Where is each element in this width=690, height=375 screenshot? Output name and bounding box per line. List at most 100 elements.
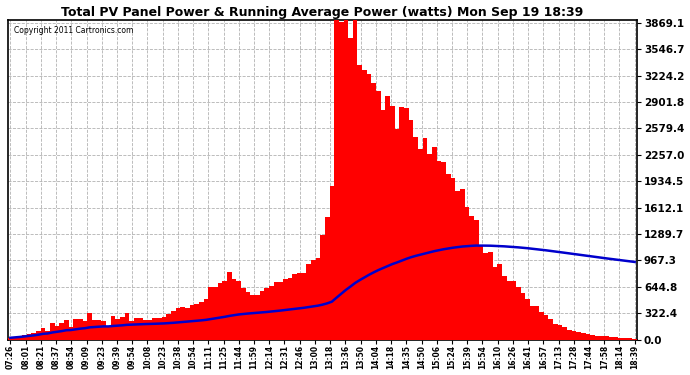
Bar [395,129,400,339]
Bar [246,292,250,339]
Bar [483,252,488,339]
Bar [404,108,408,339]
Bar [106,327,110,339]
Bar [446,174,451,339]
Bar [381,110,386,339]
Bar [474,220,479,339]
Bar [502,276,506,339]
Bar [591,335,595,339]
Bar [274,282,278,339]
Bar [46,331,50,339]
Bar [586,334,591,339]
Bar [190,305,195,339]
Bar [400,107,404,339]
Bar [293,274,297,339]
Bar [27,333,31,339]
Bar [553,324,558,339]
Bar [255,294,259,339]
Bar [339,22,344,339]
Bar [562,327,567,339]
Bar [41,328,46,339]
Bar [549,319,553,339]
Bar [469,216,474,339]
Bar [110,316,115,339]
Bar [50,323,55,339]
Bar [166,314,171,339]
Bar [442,162,446,339]
Bar [259,291,264,339]
Bar [92,321,97,339]
Bar [376,91,381,339]
Bar [139,318,144,339]
Bar [511,280,516,339]
Bar [497,264,502,339]
Bar [479,245,483,339]
Bar [311,260,315,339]
Bar [213,287,218,339]
Bar [535,306,539,339]
Bar [204,299,208,339]
Bar [488,252,493,339]
Bar [613,338,618,339]
Bar [115,319,120,339]
Bar [36,331,41,339]
Bar [306,264,311,339]
Bar [558,325,562,339]
Bar [288,278,293,339]
Bar [218,282,222,339]
Bar [162,317,166,339]
Bar [493,267,497,339]
Bar [390,106,395,339]
Bar [334,18,339,339]
Bar [609,337,613,339]
Bar [572,331,576,339]
Bar [628,338,632,339]
Bar [623,338,628,339]
Bar [618,338,623,339]
Bar [413,137,418,339]
Bar [8,338,12,339]
Bar [97,320,101,339]
Bar [31,333,36,339]
Bar [302,273,306,339]
Bar [208,287,213,339]
Bar [101,321,106,339]
Bar [325,216,330,339]
Bar [362,70,367,339]
Bar [460,189,464,339]
Bar [59,323,64,339]
Bar [367,74,371,339]
Bar [506,281,511,339]
Bar [544,315,549,339]
Bar [83,321,87,339]
Bar [176,308,181,339]
Bar [604,336,609,339]
Text: Copyright 2011 Cartronics.com: Copyright 2011 Cartronics.com [14,26,134,35]
Bar [22,335,27,339]
Bar [68,327,73,339]
Bar [418,149,423,339]
Bar [157,318,162,339]
Bar [525,299,530,339]
Bar [152,318,157,339]
Bar [87,313,92,339]
Bar [516,287,520,339]
Bar [222,281,227,339]
Bar [78,319,83,339]
Bar [423,138,427,339]
Bar [371,82,376,339]
Bar [320,235,325,339]
Bar [408,120,413,339]
Bar [250,295,255,339]
Bar [451,178,455,339]
Bar [353,18,357,339]
Bar [227,273,232,339]
Bar [315,258,320,339]
Bar [148,321,152,339]
Bar [237,281,241,339]
Bar [539,312,544,339]
Bar [120,316,124,339]
Bar [195,304,199,339]
Bar [432,147,437,339]
Bar [17,336,22,339]
